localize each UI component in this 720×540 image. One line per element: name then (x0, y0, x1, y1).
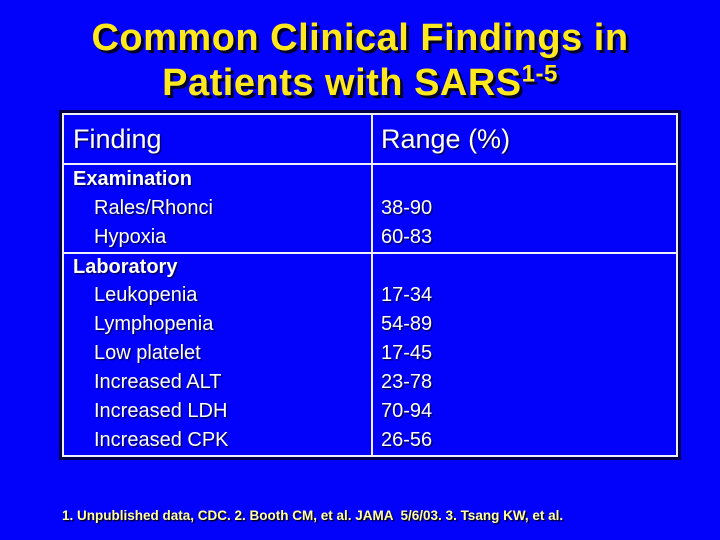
finding-cell: Increased ALT (64, 368, 373, 397)
table-row: Increased CPK 26-56 (64, 426, 676, 455)
finding-cell: Laboratory (64, 254, 373, 281)
table-row: Rales/Rhonci 38-90 (64, 194, 676, 223)
table-row: Increased LDH 70-94 (64, 397, 676, 426)
range-cell: 17-34 (381, 284, 433, 306)
slide-title: Common Clinical Findings in Patients wit… (0, 16, 720, 106)
findings-table: Finding Range (%) Examination Rales/Rhonc… (59, 110, 681, 460)
table-row: Examination (64, 165, 676, 194)
range-cell: 23-78 (381, 371, 433, 393)
finding-cell: Rales/Rhonci (64, 194, 373, 223)
range-cell (373, 254, 676, 281)
footnote-line-1: 1. Unpublished data, CDC. 2. Booth CM, e… (62, 507, 564, 523)
range-cell: 38-90 (381, 197, 433, 219)
finding-cell: Lymphopenia (64, 310, 373, 339)
title-superscript: 1-5 (521, 60, 558, 88)
title-line-2: Patients with SARS (162, 61, 522, 104)
table-row: Lymphopenia 54-89 (64, 310, 676, 339)
range-cell: 17-45 (381, 342, 433, 364)
table-header-row: Finding Range (%) (64, 115, 676, 165)
finding-cell: Examination (64, 165, 373, 194)
finding-cell: Increased LDH (64, 397, 373, 426)
table-row: Hypoxia 60-83 (64, 223, 676, 252)
table-row: Laboratory (64, 252, 676, 281)
finding-cell: Leukopenia (64, 281, 373, 310)
range-cell: 70-94 (381, 400, 433, 422)
finding-cell: Increased CPK (64, 426, 373, 455)
range-cell: 26-56 (381, 429, 433, 451)
range-cell: 54-89 (381, 313, 433, 335)
title-line-1: Common Clinical Findings in (91, 17, 629, 59)
footnote: 1. Unpublished data, CDC. 2. Booth CM, e… (62, 471, 678, 540)
header-finding: Finding (64, 115, 373, 163)
table-row: Low platelet 17-45 (64, 339, 676, 368)
finding-cell: Hypoxia (64, 223, 373, 252)
table-row: Increased ALT 23-78 (64, 368, 676, 397)
table-body: Examination Rales/Rhonci 38-90 Hypoxia 60-83… (64, 165, 676, 455)
header-range: Range (%) (381, 123, 511, 154)
range-cell (373, 165, 676, 194)
finding-cell: Low platelet (64, 339, 373, 368)
table-row: Leukopenia 17-34 (64, 281, 676, 310)
range-cell: 60-83 (381, 226, 433, 248)
